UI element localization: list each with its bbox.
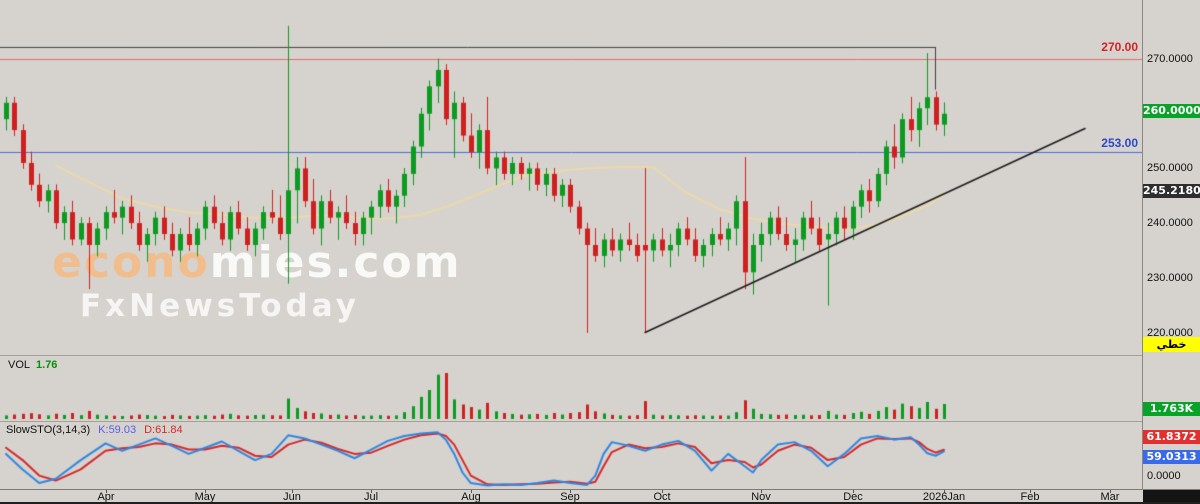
- time-tick-label: Dec: [843, 491, 863, 503]
- time-tick-label: Apr: [97, 491, 115, 503]
- price-tick-label: 240.0000: [1147, 217, 1193, 230]
- price-volume-divider[interactable]: [0, 355, 1143, 356]
- time-tick-mark: [1110, 490, 1111, 493]
- price-tick-label: 220.0000: [1147, 326, 1193, 339]
- stochastic-label-text: SlowSTO(3,14,3): [6, 424, 91, 436]
- time-tick-mark: [371, 490, 372, 493]
- time-axis-divider: [0, 489, 1200, 490]
- stochastic-pane-label: SlowSTO(3,14,3) K:59.03 D:61.84: [6, 424, 183, 436]
- axis-corner-block: [1143, 490, 1200, 504]
- time-tick-mark: [570, 490, 571, 493]
- scale-type-badge[interactable]: خطي: [1143, 337, 1200, 352]
- time-tick-label: Aug: [461, 491, 481, 503]
- time-tick-label: Feb: [1020, 491, 1040, 503]
- stochastic-zero-label: 0.0000: [1147, 470, 1181, 482]
- window-bottom-edge: [0, 502, 1200, 504]
- price-tick-label: 230.0000: [1147, 271, 1193, 284]
- time-tick-mark: [205, 490, 206, 493]
- stochastic-k-badge: 59.0313: [1143, 450, 1200, 464]
- time-tick-mark: [292, 490, 293, 493]
- last-price-badge: 260.0000: [1143, 104, 1200, 118]
- price-chart-canvas[interactable]: [0, 0, 1143, 490]
- price-tick-label: 250.0000: [1147, 162, 1193, 175]
- price-tick-label: 270.0000: [1147, 53, 1193, 65]
- stochastic-k-value: K:59.03: [98, 424, 137, 436]
- volume-stochastic-divider[interactable]: [0, 421, 1143, 422]
- time-tick-label: Sep: [560, 491, 580, 503]
- time-tick-mark: [471, 490, 472, 493]
- volume-label-text: VOL: [8, 359, 31, 371]
- time-tick-label: 2026Jan: [922, 491, 966, 503]
- price-axis-divider: [1142, 0, 1143, 490]
- volume-value: 1.76: [36, 359, 58, 371]
- time-tick-label: Oct: [653, 491, 671, 503]
- time-tick-label: Mar: [1100, 491, 1120, 503]
- time-tick-label: Jun: [283, 491, 301, 503]
- resistance-level-label: 270.00: [1101, 40, 1138, 54]
- stochastic-d-badge: 61.8372: [1143, 430, 1200, 444]
- moving-average-badge: 245.2180: [1143, 184, 1200, 198]
- time-axis[interactable]: Apr May Jun Jul Aug Sep Oct Nov Dec 2026Jan Feb Mar: [0, 490, 1143, 504]
- volume-badge: 1.763K: [1143, 402, 1200, 416]
- time-tick-mark: [761, 490, 762, 493]
- volume-pane-label: VOL 1.76: [8, 359, 57, 371]
- time-tick-label: May: [194, 491, 216, 503]
- time-tick-mark: [1030, 490, 1031, 493]
- time-tick-mark: [853, 490, 854, 493]
- time-tick-label: Nov: [751, 491, 771, 503]
- support-level-label: 253.00: [1101, 136, 1138, 150]
- time-tick-mark: [662, 490, 663, 493]
- price-axis[interactable]: 270.0000 250.0000 240.0000 230.0000 220.0000…: [1143, 0, 1200, 490]
- stochastic-d-value: D:61.84: [144, 424, 183, 436]
- time-tick-mark: [944, 490, 945, 493]
- time-tick-label: Jul: [363, 491, 379, 503]
- time-tick-mark: [106, 490, 107, 493]
